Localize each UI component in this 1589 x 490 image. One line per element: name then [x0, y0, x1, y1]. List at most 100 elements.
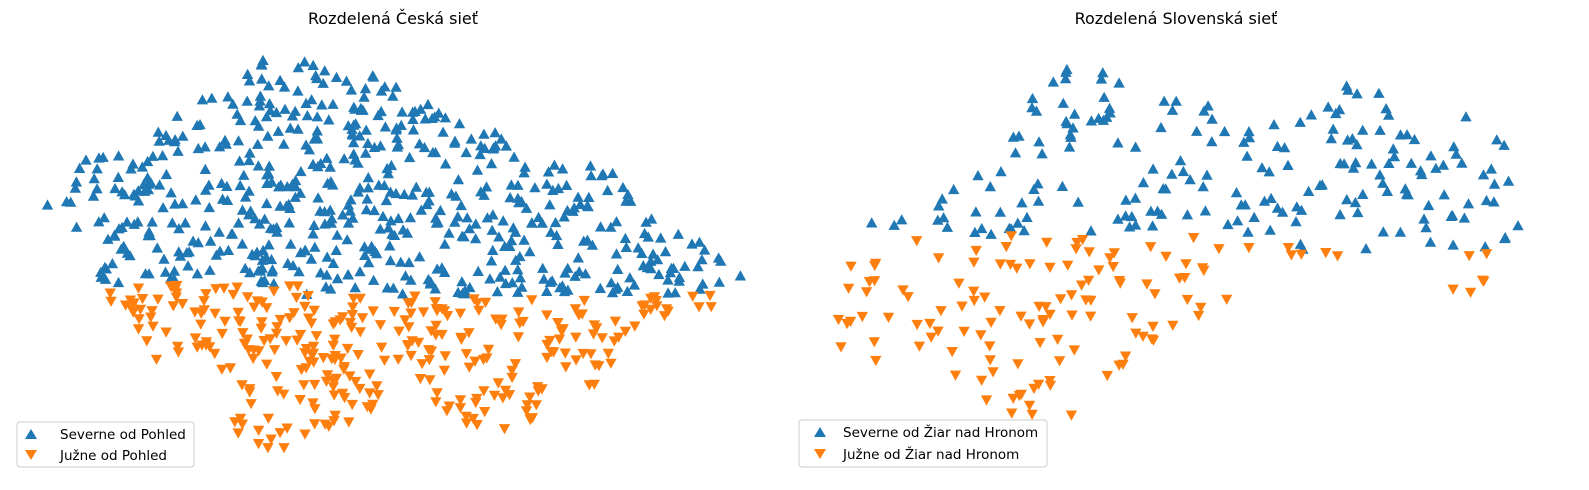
- czech-north-point: [546, 275, 558, 286]
- czech-north-point: [222, 91, 234, 102]
- czech-north-point: [448, 137, 461, 148]
- czech-north-point: [556, 163, 569, 174]
- czech-north-point: [226, 228, 239, 239]
- slovak-south-point: [994, 259, 1007, 270]
- czech-south-point: [146, 306, 158, 317]
- czech-south-point: [252, 425, 265, 436]
- czech-south-point: [169, 284, 181, 296]
- czech-south-point: [438, 306, 451, 317]
- slovak-south-point: [932, 326, 944, 337]
- czech-north-point: [274, 200, 286, 211]
- czech-north-point: [348, 148, 360, 159]
- slovak-south-point: [984, 355, 996, 366]
- slovak-south-point: [1071, 237, 1083, 249]
- slovak-north-point: [1347, 162, 1360, 173]
- slovak-south-point: [1007, 393, 1019, 404]
- czech-south-point: [268, 345, 281, 356]
- slovak-north-point: [1218, 125, 1231, 137]
- slovak-north-point: [1063, 141, 1076, 152]
- czech-south-point: [216, 328, 228, 340]
- slovak-south-point: [1006, 408, 1018, 419]
- czech-south-point: [372, 390, 384, 401]
- czech-north-point: [579, 268, 592, 279]
- czech-north-point: [330, 244, 342, 255]
- czech-north-point: [241, 68, 254, 79]
- slovak-north-point: [1013, 130, 1025, 141]
- czech-north-point: [375, 105, 387, 117]
- czech-north-point: [327, 179, 339, 190]
- slovak-south-point: [1117, 359, 1129, 370]
- czech-north-point: [403, 256, 415, 268]
- czech-south-point: [367, 306, 379, 317]
- slovak-north-point: [1422, 199, 1435, 211]
- czech-south-point: [609, 316, 622, 327]
- czech-north-point: [222, 244, 235, 255]
- czech-south-point: [374, 320, 387, 331]
- czech-north-point: [443, 227, 455, 238]
- czech-north-point: [354, 182, 366, 193]
- czech-north-point: [300, 97, 312, 108]
- czech-north-point: [460, 146, 472, 158]
- czech-south-point: [310, 331, 323, 342]
- czech-south-point: [423, 355, 435, 366]
- czech-south-point: [233, 316, 245, 327]
- czech-south-point: [570, 355, 582, 366]
- czech-north-point: [93, 216, 105, 227]
- slovak-north-point: [1278, 142, 1291, 153]
- slovak-north-point: [1334, 157, 1346, 169]
- slovak-south-point: [1015, 311, 1027, 322]
- slovak-north-point: [1263, 166, 1275, 177]
- slovak-north-point: [1101, 111, 1113, 122]
- czech-south-point: [424, 375, 436, 386]
- czech-north-point: [512, 264, 524, 275]
- czech-south-point: [132, 283, 145, 294]
- czech-north-point: [489, 140, 502, 151]
- czech-south-point: [364, 369, 376, 380]
- czech-north-point: [204, 264, 216, 275]
- slovak-north-point: [1206, 136, 1218, 147]
- slovak-south-point: [1119, 351, 1132, 362]
- czech-north-point: [669, 287, 681, 298]
- czech-south-point: [170, 292, 182, 303]
- slovak-north-point: [1477, 169, 1490, 180]
- czech-north-point: [232, 135, 245, 146]
- slovak-north-point: [1241, 150, 1253, 161]
- czech-north-point: [541, 178, 553, 189]
- slovak-north-point: [1479, 241, 1491, 252]
- czech-north-point: [112, 171, 124, 182]
- czech-south-point: [328, 416, 340, 427]
- czech-south-point: [172, 347, 185, 358]
- czech-north-point: [574, 198, 586, 209]
- slovak-north-point: [1064, 129, 1077, 140]
- czech-north-point: [413, 138, 426, 149]
- czech-south-point: [255, 323, 267, 334]
- czech-south-point: [506, 372, 518, 384]
- czech-north-point: [139, 185, 151, 196]
- czech-south-point: [247, 353, 259, 365]
- czech-north-point: [556, 280, 569, 291]
- slovak-north-point: [1383, 157, 1395, 168]
- slovak-north-point: [1059, 73, 1072, 84]
- slovak-north-point: [1346, 133, 1359, 144]
- czech-north-point: [653, 268, 665, 280]
- czech-north-point: [347, 137, 360, 148]
- czech-south-point: [479, 297, 492, 308]
- czech-south-point: [305, 318, 318, 329]
- czech-north-point: [194, 119, 206, 130]
- czech-south-point: [292, 281, 304, 292]
- czech-north-point: [41, 199, 54, 210]
- czech-north-point: [307, 228, 319, 239]
- czech-south-point: [343, 417, 355, 428]
- czech-north-point: [263, 160, 275, 171]
- czech-north-point: [429, 283, 441, 294]
- czech-north-point: [349, 282, 361, 293]
- czech-north-point: [341, 234, 353, 245]
- slovak-north-point: [1488, 178, 1501, 189]
- czech-north-point: [430, 217, 443, 228]
- czech-north-point: [319, 218, 331, 229]
- czech-north-point: [379, 121, 392, 132]
- czech-north-point: [283, 217, 295, 228]
- czech-north-point: [232, 217, 245, 228]
- czech-north-point: [679, 260, 691, 271]
- czech-south-point: [265, 434, 277, 445]
